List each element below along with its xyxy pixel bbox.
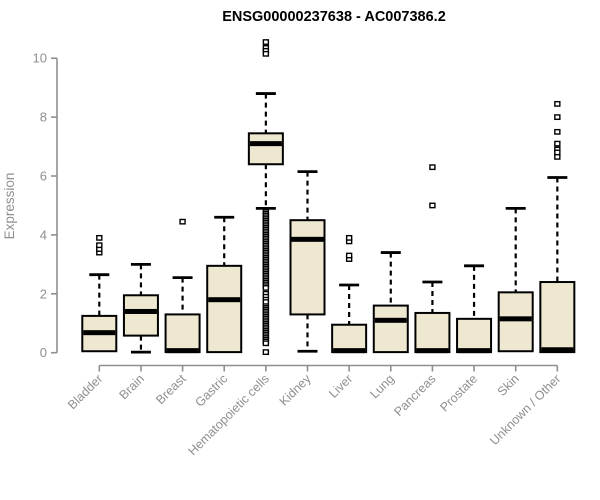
y-tick-label: 6: [40, 169, 47, 184]
outlier-point: [96, 234, 103, 241]
chart-title: ENSG00000237638 - AC007386.2: [222, 9, 446, 25]
box-breast: [164, 218, 201, 354]
x-category-label-lung: Lung: [367, 372, 397, 402]
y-axis-label: Expression: [2, 173, 17, 240]
iqr-box: [372, 304, 409, 354]
box-pancreas: [414, 164, 451, 354]
x-category-label-pancreas: Pancreas: [391, 372, 438, 419]
x-category-label-unknown-other: Unknown / Other: [487, 372, 563, 448]
boxes: [81, 39, 576, 356]
median-line: [499, 316, 532, 322]
box-brain: [122, 262, 159, 354]
median-line: [83, 330, 116, 336]
outlier-point: [262, 39, 270, 45]
median-line: [124, 308, 157, 314]
outlier-point: [262, 285, 270, 291]
y-tick-label: 4: [40, 227, 47, 242]
y-tick-label: 8: [40, 110, 47, 125]
outlier-point: [262, 340, 270, 347]
box-skin: [497, 207, 534, 353]
median-line: [291, 236, 324, 242]
box-gastric: [206, 215, 243, 354]
outlier-point: [262, 349, 270, 356]
x-category-label-gastric: Gastric: [192, 372, 230, 410]
median-line: [541, 347, 574, 353]
iqr-box: [331, 323, 368, 354]
box-liver: [331, 234, 368, 354]
median-line: [249, 141, 282, 147]
x-category-label-kidney: Kidney: [277, 371, 314, 408]
outlier-point: [554, 100, 561, 107]
y-tick-label: 0: [40, 345, 47, 360]
outlier-point: [429, 164, 436, 171]
outlier-point: [429, 202, 436, 209]
box-kidney: [289, 170, 326, 353]
outlier-point: [96, 242, 103, 249]
x-category-label-skin: Skin: [495, 372, 522, 399]
iqr-box: [289, 219, 326, 316]
box-unknown-other: [539, 100, 576, 354]
x-category-label-hematopoietic-cells: Hematopoietic cells: [185, 372, 272, 459]
iqr-box: [539, 281, 576, 354]
median-line: [416, 348, 449, 354]
median-line: [166, 348, 199, 354]
iqr-box: [122, 294, 159, 337]
box-bladder: [81, 234, 118, 353]
outlier-point: [554, 114, 561, 121]
iqr-box: [497, 291, 534, 353]
outlier-point: [554, 128, 561, 135]
x-category-label-bladder: Bladder: [65, 372, 105, 412]
median-line: [208, 297, 241, 303]
outlier-point: [554, 140, 561, 147]
outlier-point: [554, 153, 561, 160]
y-tick-label: 10: [33, 51, 47, 66]
iqr-box: [164, 313, 201, 354]
x-category-label-brain: Brain: [117, 372, 148, 403]
outlier-point: [262, 50, 270, 57]
y-tick-label: 2: [40, 286, 47, 301]
outlier-point: [345, 234, 353, 241]
outlier-point: [179, 218, 186, 225]
x-category-label-liver: Liver: [326, 372, 355, 401]
iqr-box: [414, 311, 451, 354]
box-prostate: [456, 264, 493, 354]
iqr-box: [247, 132, 284, 166]
iqr-box: [206, 264, 243, 354]
x-category-label-prostate: Prostate: [437, 372, 480, 415]
median-line: [458, 348, 491, 354]
iqr-box: [456, 317, 493, 354]
box-lung: [372, 251, 409, 354]
outlier-point: [345, 252, 353, 259]
x-category-label-breast: Breast: [153, 371, 189, 407]
median-line: [374, 317, 407, 323]
median-line: [333, 348, 366, 354]
box-hematopoietic-cells: [247, 39, 284, 356]
